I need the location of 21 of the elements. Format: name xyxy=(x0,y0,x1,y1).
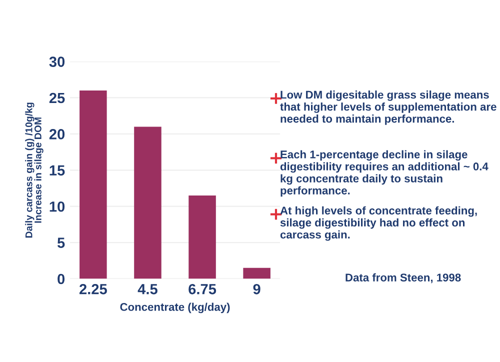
text: Data from Steen, 1998 xyxy=(346,273,461,284)
bar xyxy=(80,90,107,279)
y-tick-label: 5 xyxy=(57,238,65,248)
y-tick-label: 15 xyxy=(50,165,65,176)
y-tick-label: 0 xyxy=(58,274,65,284)
x-tick-label: 4.5 xyxy=(138,284,158,294)
bar xyxy=(188,195,216,279)
x-tick-label: 2.25 xyxy=(79,284,107,294)
x-tick-label: 9 xyxy=(253,284,260,294)
y-axis-title: Daily carcass gain (g) /10g/kg Increase in silage DOM xyxy=(25,102,44,238)
text: Low DM digesitable grass silage means that higher levels of supplementation are needed to maintain performance. xyxy=(280,90,496,125)
bar xyxy=(243,268,270,279)
y-tick-label: 30 xyxy=(49,56,65,67)
text: Each 1-percentage decline in silage digestibility requires an additional ~ 0.4 kg concentrate daily to sustain performance. xyxy=(280,150,488,197)
y-tick-label: 25 xyxy=(49,92,65,104)
bar xyxy=(134,126,162,279)
x-axis-title: Concentrate (kg/day) xyxy=(120,302,230,314)
text: At high levels of concentrate feeding, silage digestibility had no effect on carcass gain. xyxy=(280,206,477,241)
x-tick-label: 6.75 xyxy=(188,284,216,294)
y-tick-label: 10 xyxy=(50,201,65,212)
y-tick-label: 20 xyxy=(49,129,65,140)
